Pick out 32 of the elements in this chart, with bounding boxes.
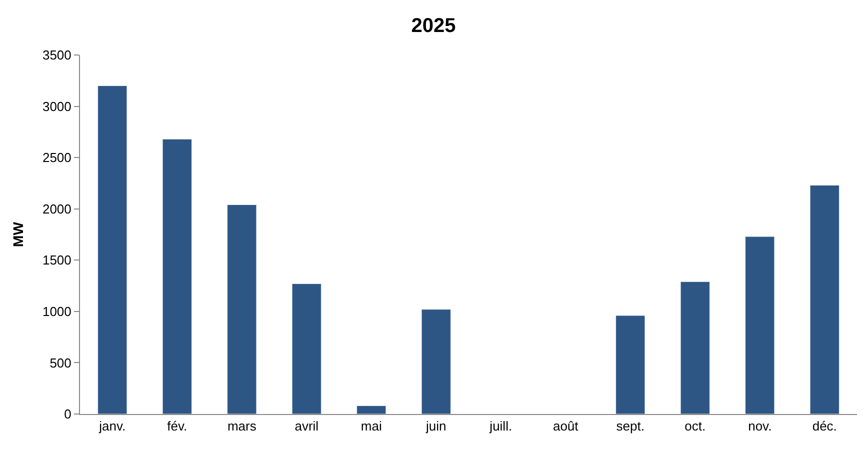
x-tick-label: nov. [748, 418, 772, 434]
x-tick-label: mai [360, 418, 382, 434]
y-axis-title: MW [10, 221, 26, 247]
x-tick-label: mars [227, 418, 257, 434]
bar [356, 406, 386, 414]
bar [810, 185, 840, 414]
bar [227, 204, 257, 414]
bar [616, 315, 646, 414]
x-tick-label: janv. [98, 418, 126, 434]
y-tick-label: 0 [64, 406, 72, 422]
y-tick-label: 500 [50, 355, 72, 370]
y-tick-label: 1000 [42, 304, 72, 319]
y-tick-label: 2000 [42, 201, 72, 216]
bar [680, 281, 710, 414]
bar [745, 236, 775, 414]
bar [98, 86, 128, 414]
x-tick-label: août [552, 418, 579, 434]
x-tick-label: oct. [684, 418, 706, 434]
bar [162, 138, 192, 414]
x-tick-label: déc. [812, 418, 837, 434]
x-tick-label: fév. [167, 418, 188, 434]
y-tick-label: 1500 [42, 252, 72, 268]
y-tick-label: 3000 [42, 98, 72, 114]
x-tick-label: juill. [488, 418, 512, 434]
x-tick-label: sept. [616, 418, 644, 434]
x-tick-label: juin [425, 418, 446, 434]
bar [292, 283, 322, 414]
bar [421, 309, 451, 414]
y-tick-label: 2500 [42, 150, 72, 166]
x-tick-label: avril [294, 418, 319, 434]
chart-title: 2025 [411, 14, 456, 37]
y-tick-label: 3500 [42, 48, 72, 63]
